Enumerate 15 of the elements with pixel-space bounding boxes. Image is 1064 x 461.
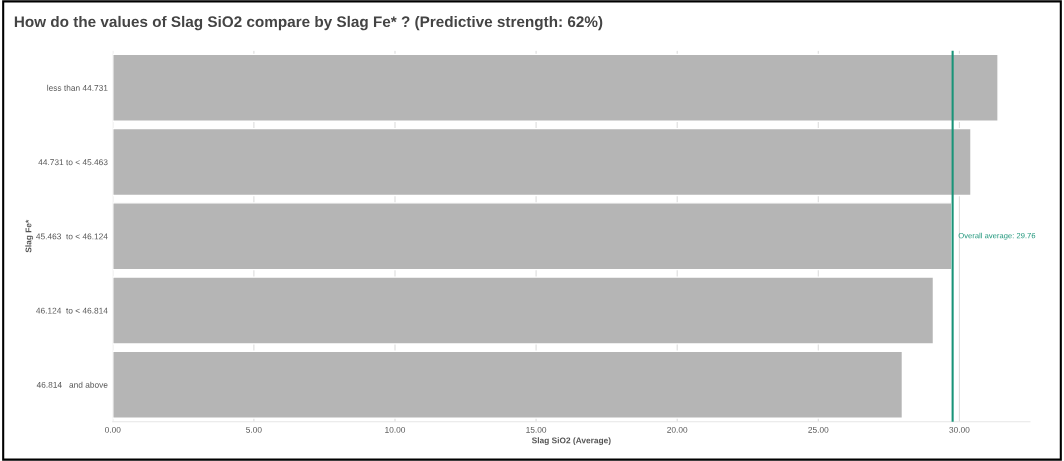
x-tick-label: 0.00 — [105, 426, 121, 433]
x-tick-label: 25.00 — [808, 426, 829, 433]
y-axis-title: Slag Fe* — [25, 219, 34, 253]
y-tick-label: less than 44.731 — [47, 84, 108, 91]
x-tick-label: 20.00 — [667, 426, 688, 433]
chart-title: How do the values of Slag SiO2 compare by Slag Fe* ? (Predictive strength: 62%) — [14, 15, 603, 31]
x-tick-label: 5.00 — [246, 426, 262, 433]
y-tick-label: 46.814 and above — [36, 381, 108, 388]
x-tick-label: 30.00 — [949, 426, 970, 433]
x-tick-label: 15.00 — [526, 426, 547, 433]
x-tick-label: 10.00 — [385, 426, 406, 433]
y-tick-label: 45.463 to < 46.124 — [36, 233, 108, 240]
y-tick-label: 46.124 to < 46.814 — [36, 307, 108, 314]
y-tick-label: 44.731 to < 45.463 — [38, 159, 108, 166]
x-axis-title: Slag SiO2 (Average) — [531, 437, 611, 446]
